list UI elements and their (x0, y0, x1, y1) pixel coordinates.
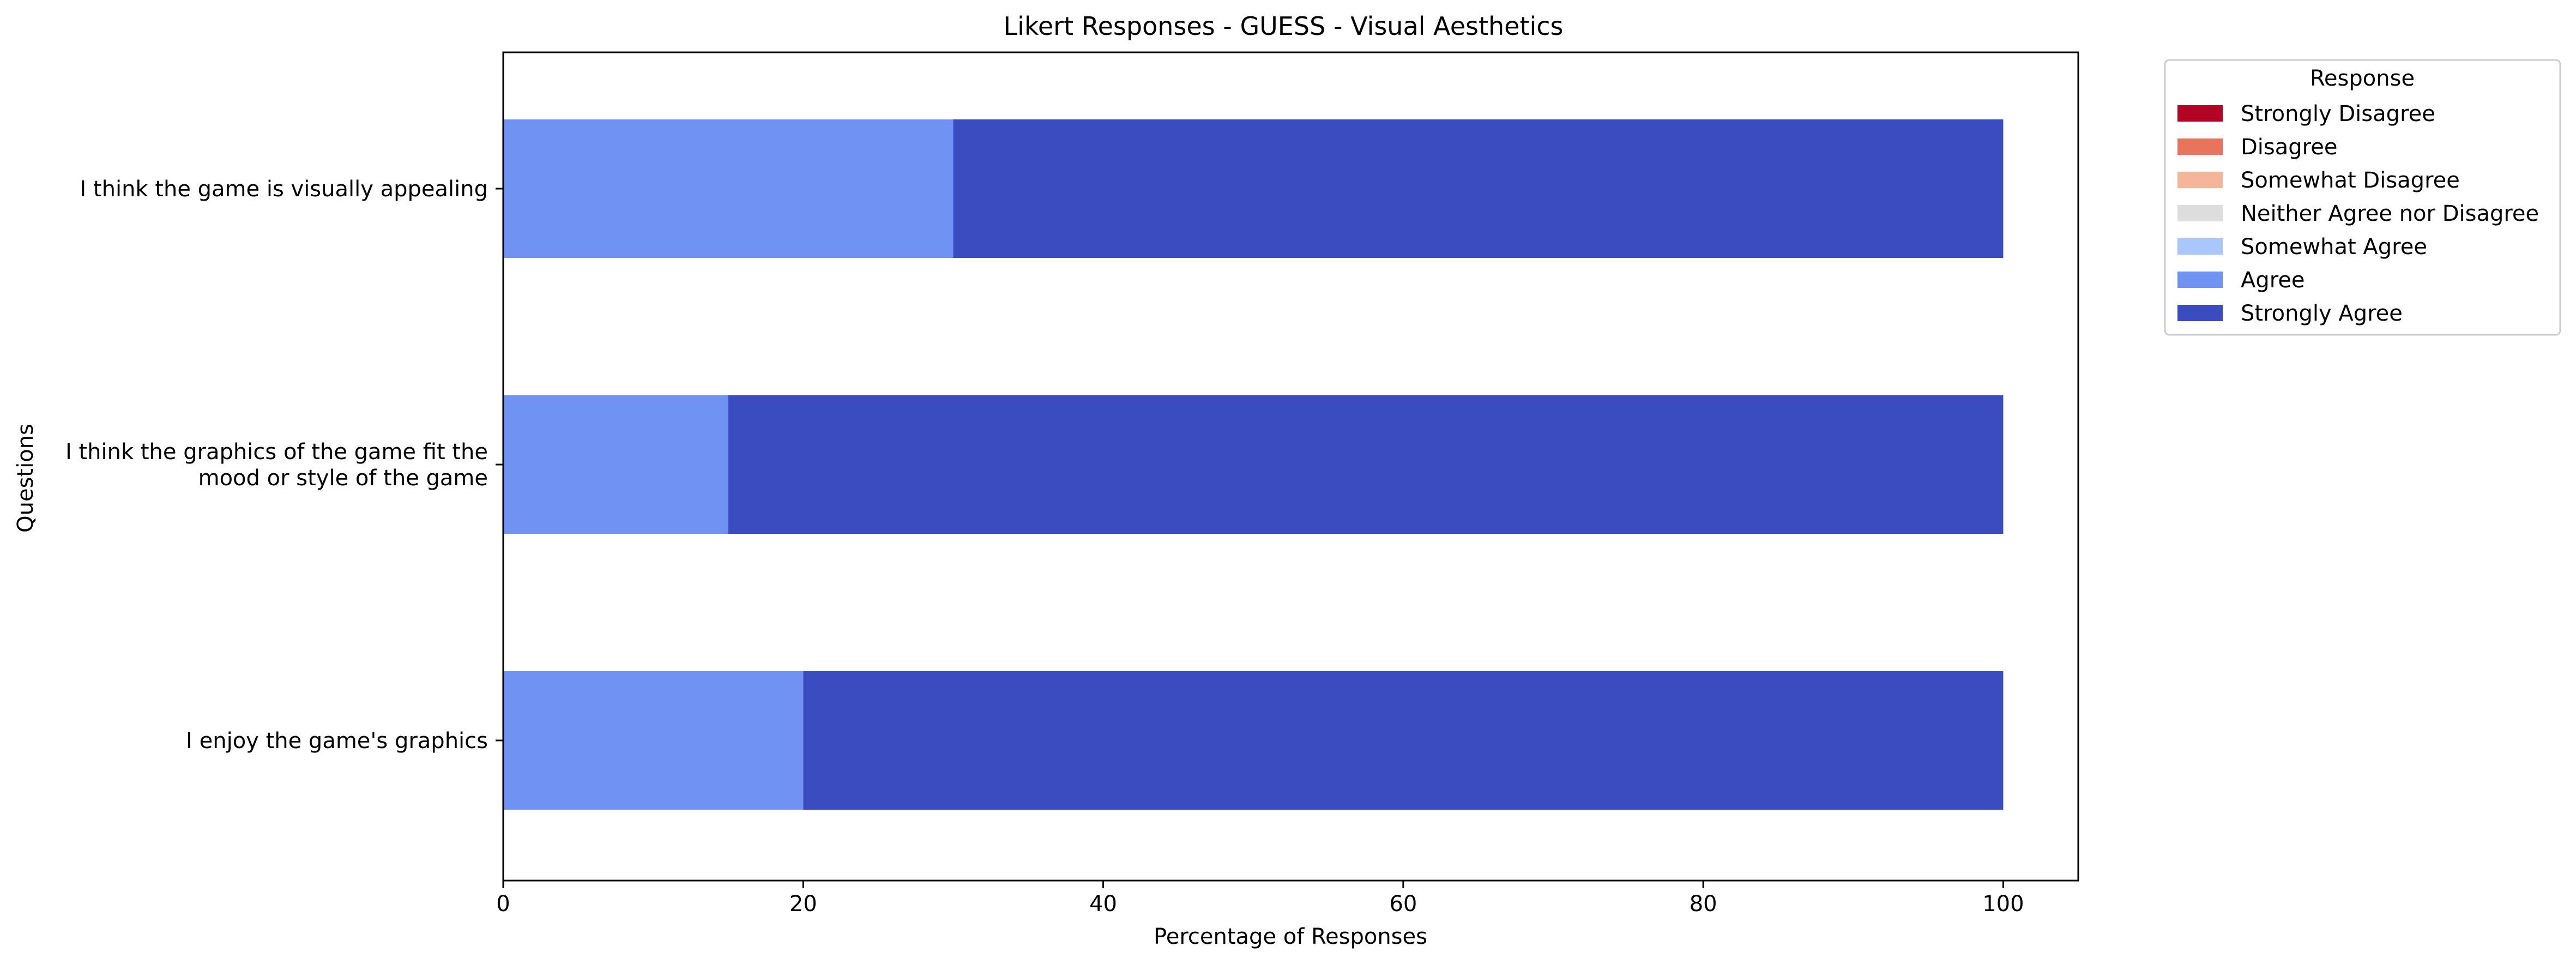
plot-area (502, 51, 2079, 882)
bar-agree-q1 (503, 119, 954, 258)
x-tick-label: 100 (1982, 891, 2024, 917)
y-tick-label: mood or style of the game (198, 466, 488, 491)
legend-label-strongly-agree: Strongly Agree (2241, 301, 2403, 326)
x-axis-label: Percentage of Responses (1154, 924, 1427, 949)
bar-strongly-agree-q3 (803, 671, 2004, 810)
y-tick-label: I think the graphics of the game fit the (65, 439, 488, 465)
legend-swatch-strongly-disagree (2177, 105, 2223, 122)
y-axis: I think the game is visually appealing I … (65, 177, 503, 754)
legend-label-disagree: Disagree (2241, 135, 2337, 160)
y-tick-label: I think the game is visually appealing (80, 177, 488, 202)
legend-swatch-disagree (2177, 138, 2223, 155)
x-axis: 0 20 40 60 80 100 (496, 881, 2024, 917)
x-tick-label: 0 (496, 891, 510, 917)
legend-label-neither-agree-nor-disagree: Neither Agree nor Disagree (2241, 201, 2539, 226)
legend-label-somewhat-disagree: Somewhat Disagree (2241, 168, 2460, 193)
bar-agree-q3 (503, 671, 804, 810)
y-tick-label: I enjoy the game's graphics (186, 728, 488, 754)
bar-agree-q2 (503, 395, 728, 534)
x-tick-label: 60 (1389, 891, 1417, 917)
legend-swatch-agree (2177, 272, 2223, 288)
legend-label-strongly-disagree: Strongly Disagree (2241, 101, 2435, 126)
legend-swatch-somewhat-agree (2177, 238, 2223, 255)
chart-title: Likert Responses - GUESS - Visual Aesthe… (1003, 11, 1563, 41)
legend-swatch-neither-agree-nor-disagree (2177, 205, 2223, 221)
legend-box (2164, 59, 2561, 336)
x-tick-label: 20 (789, 891, 817, 917)
y-axis-label: Questions (13, 424, 38, 533)
legend-label-agree: Agree (2241, 268, 2305, 293)
legend-label-somewhat-agree: Somewhat Agree (2241, 234, 2427, 260)
bars-layer (503, 119, 2004, 810)
x-tick-label: 40 (1089, 891, 1117, 917)
bar-strongly-agree-q1 (953, 119, 2004, 258)
legend: Response Strongly Disagree Disagree Somewh… (2164, 59, 2561, 336)
legend-swatch-somewhat-disagree (2177, 172, 2223, 188)
plot-frame (502, 51, 2079, 882)
bar-strongly-agree-q2 (728, 395, 2004, 534)
legend-swatch-strongly-agree (2177, 305, 2223, 321)
legend-title: Response (2310, 66, 2415, 91)
legend-items: Strongly Disagree Disagree Somewhat Disagr… (2177, 101, 2539, 326)
x-tick-label: 80 (1690, 891, 1717, 917)
